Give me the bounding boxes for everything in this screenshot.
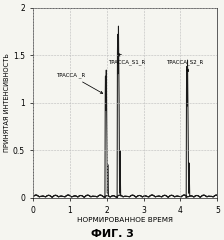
Text: ФИГ. 3: ФИГ. 3 bbox=[90, 229, 134, 239]
Y-axis label: ПРИНЯТАЯ ИНТЕНСИВНОСТЬ: ПРИНЯТАЯ ИНТЕНСИВНОСТЬ bbox=[4, 53, 10, 152]
Text: TPACCA_S1_R: TPACCA_S1_R bbox=[108, 54, 146, 65]
X-axis label: НОРМИРОВАННОЕ ВРЕМЯ: НОРМИРОВАННОЕ ВРЕМЯ bbox=[77, 217, 173, 223]
Text: TPACCA_S2_R: TPACCA_S2_R bbox=[166, 59, 204, 72]
Text: TPACCA _R: TPACCA _R bbox=[56, 72, 103, 93]
